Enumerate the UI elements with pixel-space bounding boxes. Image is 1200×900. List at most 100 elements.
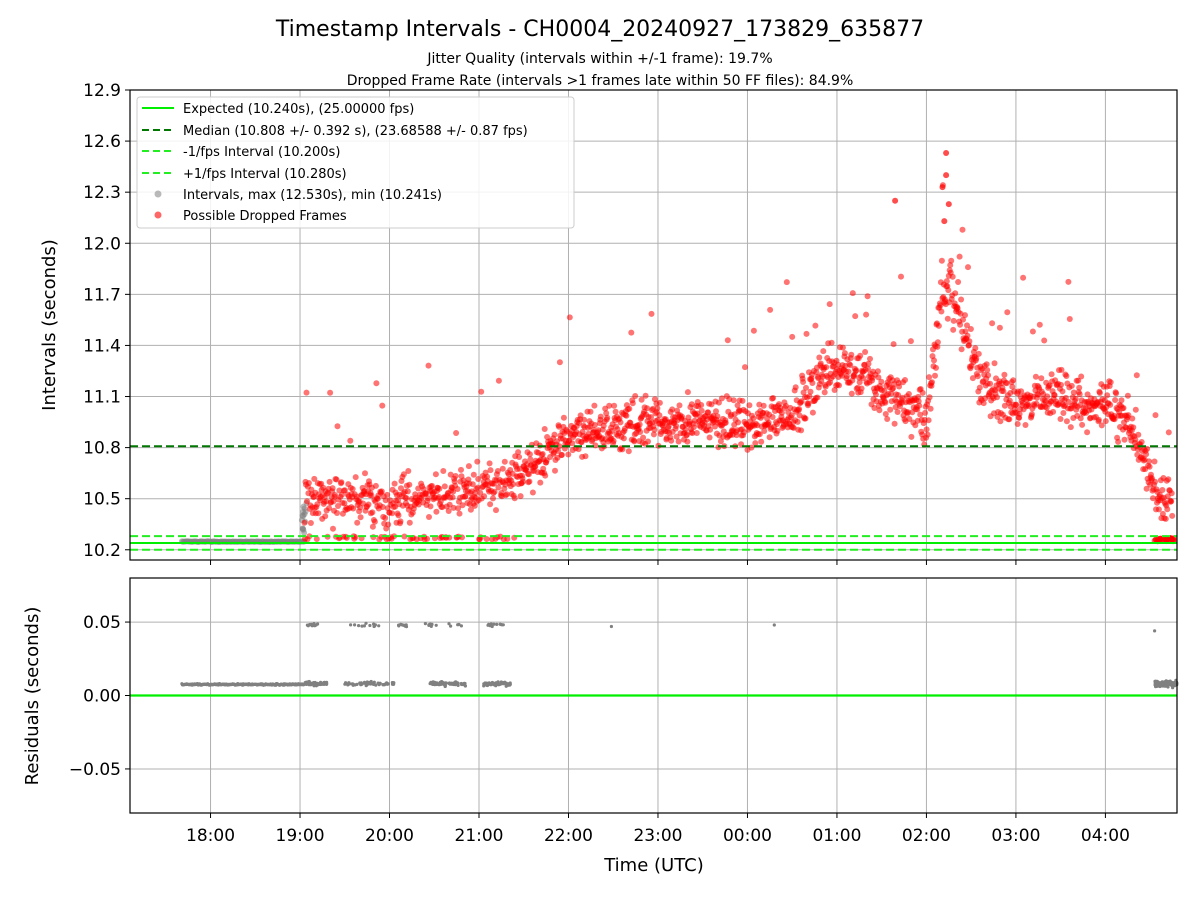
interval-point (560, 414, 567, 421)
interval-point (849, 290, 856, 297)
interval-point (722, 419, 729, 426)
residual-point (450, 682, 454, 686)
interval-point (976, 384, 983, 391)
interval-point (595, 427, 602, 434)
interval-point (640, 434, 647, 441)
x-tick-label: 23:00 (633, 826, 682, 846)
interval-point (558, 451, 565, 458)
interval-point (878, 378, 885, 385)
interval-point (503, 491, 510, 498)
interval-point (425, 362, 432, 369)
top-y-tick-label: 11.4 (83, 336, 121, 356)
interval-point (611, 402, 618, 409)
interval-point (1155, 506, 1162, 513)
residual-point (489, 622, 493, 626)
interval-point (516, 454, 523, 460)
interval-point (306, 533, 313, 540)
interval-point (943, 172, 950, 179)
interval-point (931, 357, 937, 364)
interval-point (1051, 392, 1058, 399)
interval-point (1143, 485, 1150, 492)
interval-point (1138, 439, 1145, 445)
interval-point (597, 413, 604, 420)
residual-point (371, 682, 376, 687)
interval-point (406, 519, 413, 526)
residual-point (312, 681, 316, 685)
interval-point (1044, 393, 1051, 400)
residual-point (1173, 681, 1177, 685)
interval-point (1010, 377, 1017, 384)
interval-point (938, 257, 945, 264)
residual-point (367, 681, 371, 685)
interval-point (1165, 476, 1172, 483)
residual-point (772, 623, 776, 627)
interval-point (923, 426, 930, 433)
interval-point (803, 330, 810, 337)
interval-point (756, 431, 763, 438)
interval-point (796, 412, 803, 419)
interval-point (991, 360, 998, 367)
interval-point (802, 415, 809, 422)
interval-point (952, 290, 959, 297)
interval-point (929, 379, 935, 386)
interval-point (609, 427, 616, 434)
interval-point (1028, 411, 1035, 418)
interval-point (965, 264, 971, 271)
interval-point (424, 535, 431, 542)
interval-point (326, 478, 333, 485)
interval-point (841, 350, 848, 357)
interval-point (1098, 422, 1105, 429)
interval-point (698, 407, 705, 414)
interval-point (945, 287, 952, 294)
interval-point (397, 518, 404, 525)
residual-point (501, 623, 505, 627)
interval-point (839, 372, 845, 379)
interval-point (441, 483, 448, 490)
legend-plus-fps-label: +1/fps Interval (10.280s) (183, 167, 347, 182)
residual-point (609, 624, 614, 629)
interval-point (650, 431, 657, 438)
interval-point (1151, 458, 1158, 465)
interval-point (1041, 337, 1048, 344)
interval-point (807, 388, 814, 395)
bottom-x-ticks: 18:00 19:00 20:00 21:00 22:00 23:00 00:00 01:00… (186, 813, 1130, 846)
interval-point (984, 367, 991, 373)
interval-point (673, 423, 680, 429)
bottom-y-ticks: −0.05 0.00 0.05 (69, 613, 130, 780)
x-tick-label: 22:00 (544, 826, 593, 846)
interval-point (347, 437, 354, 444)
interval-point (1058, 381, 1064, 388)
interval-point (469, 481, 476, 488)
interval-point (908, 433, 915, 440)
interval-point (322, 513, 329, 520)
interval-point (882, 399, 889, 406)
interval-point (1014, 421, 1021, 427)
interval-point (642, 392, 649, 399)
interval-point (896, 383, 903, 390)
interval-point (1084, 429, 1091, 436)
bottom-y-tick-label: −0.05 (69, 760, 121, 780)
interval-point (860, 375, 867, 381)
interval-point (651, 426, 658, 433)
interval-point (467, 506, 474, 513)
interval-point (1168, 490, 1175, 497)
interval-point (796, 406, 803, 412)
interval-point (484, 473, 491, 480)
interval-point (556, 423, 562, 430)
interval-point (1132, 406, 1139, 413)
interval-point (891, 420, 898, 427)
interval-point (483, 536, 490, 542)
interval-point (551, 431, 558, 438)
interval-point (934, 343, 941, 350)
residual-point (1153, 629, 1157, 633)
interval-point (803, 384, 809, 391)
interval-point (1146, 458, 1153, 465)
interval-point (693, 430, 700, 436)
legend-expected-label: Expected (10.240s), (25.00000 fps) (183, 102, 414, 117)
residual-point (1155, 684, 1159, 689)
interval-point (628, 329, 635, 336)
interval-point (1164, 506, 1171, 513)
interval-point (761, 428, 768, 434)
x-tick-label: 02:00 (902, 826, 951, 846)
legend-median-label: Median (10.808 +/- 0.392 s), (23.68588 +… (183, 124, 528, 139)
